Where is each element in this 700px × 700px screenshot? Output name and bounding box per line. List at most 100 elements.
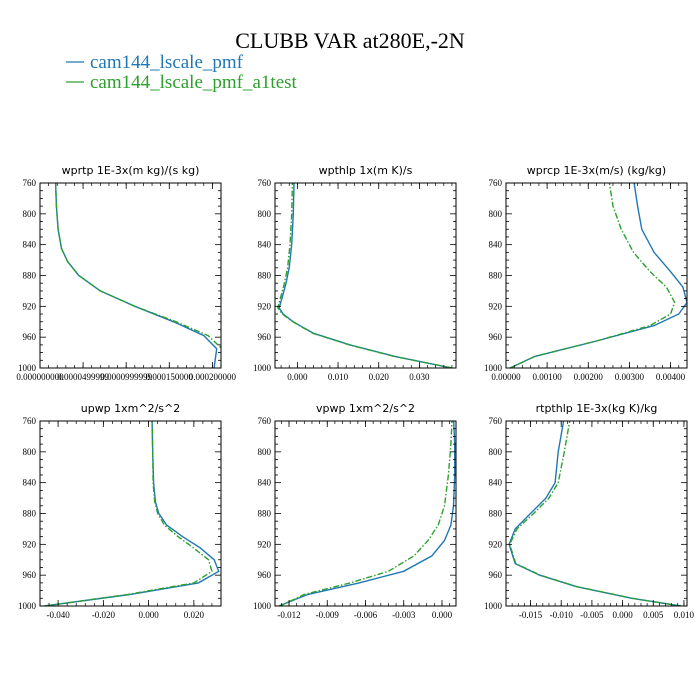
series-group [277,183,453,368]
y-tick-label: 880 [23,271,37,281]
y-tick-label: 1000 [253,601,272,611]
x-tick-label: -0.005 [580,610,604,620]
y-tick-label: 880 [258,271,272,281]
legend-label-1: cam144_lscale_pmf [90,52,244,73]
x-tick-label: 0.010 [674,610,695,620]
panel-1: wprtp 1E-3x(m kg)/(s kg) 760 800 840 880 920 9… [16,164,236,382]
x-tick-label: 0.030 [409,372,430,382]
x-tick-label: 0.000200000 [189,372,237,382]
panel-title: rtpthlp 1E-3x(kg K)/kg [536,402,658,415]
panel-4: upwp 1xm^2/s^2 760 800 840 880 920 960 1000 -0.0… [18,402,222,620]
y-tick-label: 880 [489,271,503,281]
y-tick-label: 880 [23,509,37,519]
y-tick-label: 760 [23,416,37,426]
x-tick-label: 0.005 [643,610,664,620]
y-tick-label: 920 [23,301,37,311]
series-line-2 [277,183,453,368]
y-tick-label: 920 [489,301,503,311]
x-tick-label: 0.00100 [533,372,563,382]
series-group [54,183,221,368]
y-tick-label: 800 [489,447,503,457]
y-tick-label: 760 [23,178,37,188]
panels-group: wprtp 1E-3x(m kg)/(s kg) 760 800 840 880 920 9… [16,164,694,620]
y-tick-label: 1000 [484,601,503,611]
panel-6: rtpthlp 1E-3x(kg K)/kg 760 800 840 880 920 960… [484,402,695,620]
x-tick-label: 0.000000000 [16,372,64,382]
y-tick-label: 760 [258,416,272,426]
x-tick-label: -0.006 [354,610,378,620]
y-tick-label: 840 [258,240,272,250]
y-tick-label: 760 [489,178,503,188]
legend-label-2: cam144_lscale_pmf_a1test [90,72,298,93]
y-tick-label: 800 [23,209,37,219]
y-tick-label: 960 [258,332,272,342]
x-tick-label: 0.0000999999 [100,372,152,382]
panel-2: wpthlp 1x(m K)/s 760 800 840 880 920 960 1000 0.… [253,164,457,382]
y-tick-label: 840 [23,240,37,250]
x-tick-label: 0.000 [287,372,308,382]
y-tick-label: 800 [258,447,272,457]
series-line-2 [508,421,682,606]
panel-title: wprtp 1E-3x(m kg)/(s kg) [62,164,200,177]
x-tick-label: 0.010 [328,372,349,382]
y-tick-label: 800 [258,209,272,219]
y-tick-label: 840 [489,240,503,250]
x-tick-label: -0.015 [519,610,543,620]
x-tick-label: -0.003 [392,610,416,620]
legend: cam144_lscale_pmf cam144_lscale_pmf_a1te… [66,52,298,93]
panel-title: vpwp 1xm^2/s^2 [316,402,415,415]
series-line-1 [278,421,456,606]
y-tick-label: 920 [258,539,272,549]
y-tick-label: 1000 [18,601,37,611]
panel-title: upwp 1xm^2/s^2 [81,402,181,415]
y-tick-label: 840 [23,478,37,488]
series-line-1 [278,183,453,368]
x-tick-label: 0.000 [432,610,453,620]
series-line-2 [54,183,221,368]
x-tick-label: -0.009 [316,610,340,620]
y-tick-label: 1000 [484,363,503,373]
y-tick-label: 760 [258,178,272,188]
y-tick-label: 960 [489,570,503,580]
x-tick-label: -0.010 [550,610,574,620]
panel-title: wpthlp 1x(m K)/s [319,164,413,177]
y-tick-label: 920 [489,539,503,549]
y-tick-label: 880 [258,509,272,519]
series-line-2 [44,421,213,606]
series-line-2 [279,421,453,606]
x-tick-label: 0.00200 [574,372,604,382]
y-tick-label: 960 [258,570,272,580]
y-tick-label: 840 [489,478,503,488]
x-tick-label: 0.000 [612,610,633,620]
x-tick-label: 0.0000499999 [57,372,109,382]
series-group [278,421,456,606]
y-tick-label: 960 [23,570,37,580]
y-tick-label: 800 [489,209,503,219]
y-tick-label: 920 [23,539,37,549]
panel-3: wprcp 1E-3x(m/s) (kg/kg) 760 800 840 880 920 9… [484,164,688,382]
panel-title: wprcp 1E-3x(m/s) (kg/kg) [527,164,666,177]
y-tick-label: 800 [23,447,37,457]
series-line-2 [509,183,676,368]
series-group [508,421,682,606]
y-tick-label: 760 [489,416,503,426]
x-tick-label: 0.020 [369,372,390,382]
x-tick-label: 0.00400 [656,372,686,382]
x-tick-label: 0.020 [184,610,205,620]
x-tick-label: -0.020 [92,610,116,620]
y-tick-label: 960 [489,332,503,342]
y-tick-label: 920 [258,301,272,311]
x-tick-label: -0.012 [277,610,300,620]
series-line-1 [508,421,682,606]
y-tick-label: 840 [258,478,272,488]
panel-5: vpwp 1xm^2/s^2 760 800 840 880 920 960 1000 -0.0… [253,402,457,620]
figure-title: CLUBB VAR at280E,-2N [235,28,465,53]
x-tick-label: 0.000150000 [146,372,194,382]
y-tick-label: 960 [23,332,37,342]
series-group [44,421,220,606]
x-tick-label: -0.040 [46,610,70,620]
y-tick-label: 1000 [253,363,272,373]
x-tick-label: 0.00300 [615,372,645,382]
